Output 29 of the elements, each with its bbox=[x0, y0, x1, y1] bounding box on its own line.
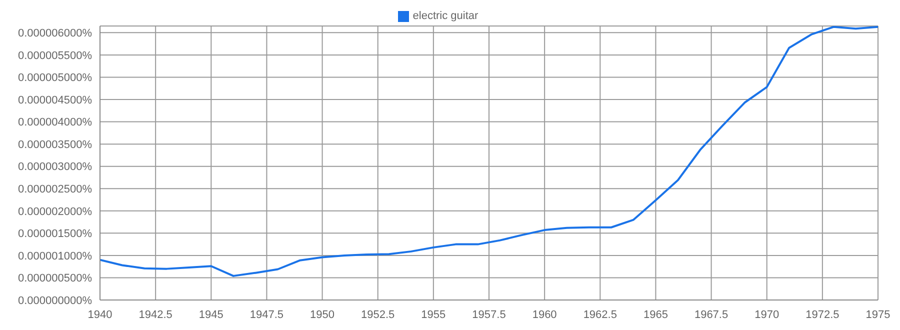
x-tick-label: 1950 bbox=[310, 308, 335, 321]
x-tick-label: 1960 bbox=[532, 308, 557, 321]
y-tick-label: 0.000004500% bbox=[18, 94, 92, 106]
y-tick-label: 0.000000500% bbox=[18, 272, 92, 285]
x-tick-label: 1955 bbox=[421, 308, 446, 321]
y-tick-label: 0.000002500% bbox=[18, 184, 92, 196]
y-tick-label: 0.000005000% bbox=[18, 72, 92, 84]
x-tick-label: 1945 bbox=[198, 308, 224, 321]
y-tick-label: 0.000005500% bbox=[18, 50, 92, 62]
x-tick-label: 1975 bbox=[866, 308, 890, 321]
x-tick-label: 1947.5 bbox=[250, 308, 284, 321]
x-tick-label: 1942.5 bbox=[138, 308, 172, 321]
y-tick-label: 0.000003500% bbox=[18, 138, 92, 151]
x-tick-label: 1952.5 bbox=[361, 308, 395, 321]
y-tick-label: 0.000002000% bbox=[18, 206, 92, 218]
y-tick-label: 0.000006000% bbox=[18, 28, 92, 40]
x-tick-label: 1957.5 bbox=[472, 308, 506, 321]
y-tick-label: 0.000004000% bbox=[18, 116, 92, 129]
legend-label: electric guitar bbox=[412, 10, 478, 22]
y-tick-label: 0.000003000% bbox=[18, 161, 92, 174]
x-tick-label: 1972.5 bbox=[806, 308, 840, 321]
x-tick-label: 1940 bbox=[88, 308, 112, 321]
y-tick-label: 0.000001500% bbox=[18, 228, 92, 240]
x-tick-label: 1962.5 bbox=[583, 308, 617, 321]
y-tick-label: 0.000001000% bbox=[18, 250, 92, 262]
x-tick-label: 1970 bbox=[754, 308, 780, 321]
y-tick-label: 0.000000000% bbox=[18, 294, 92, 307]
x-tick-label: 1967.5 bbox=[694, 308, 728, 321]
x-tick-label: 1965 bbox=[643, 308, 668, 321]
